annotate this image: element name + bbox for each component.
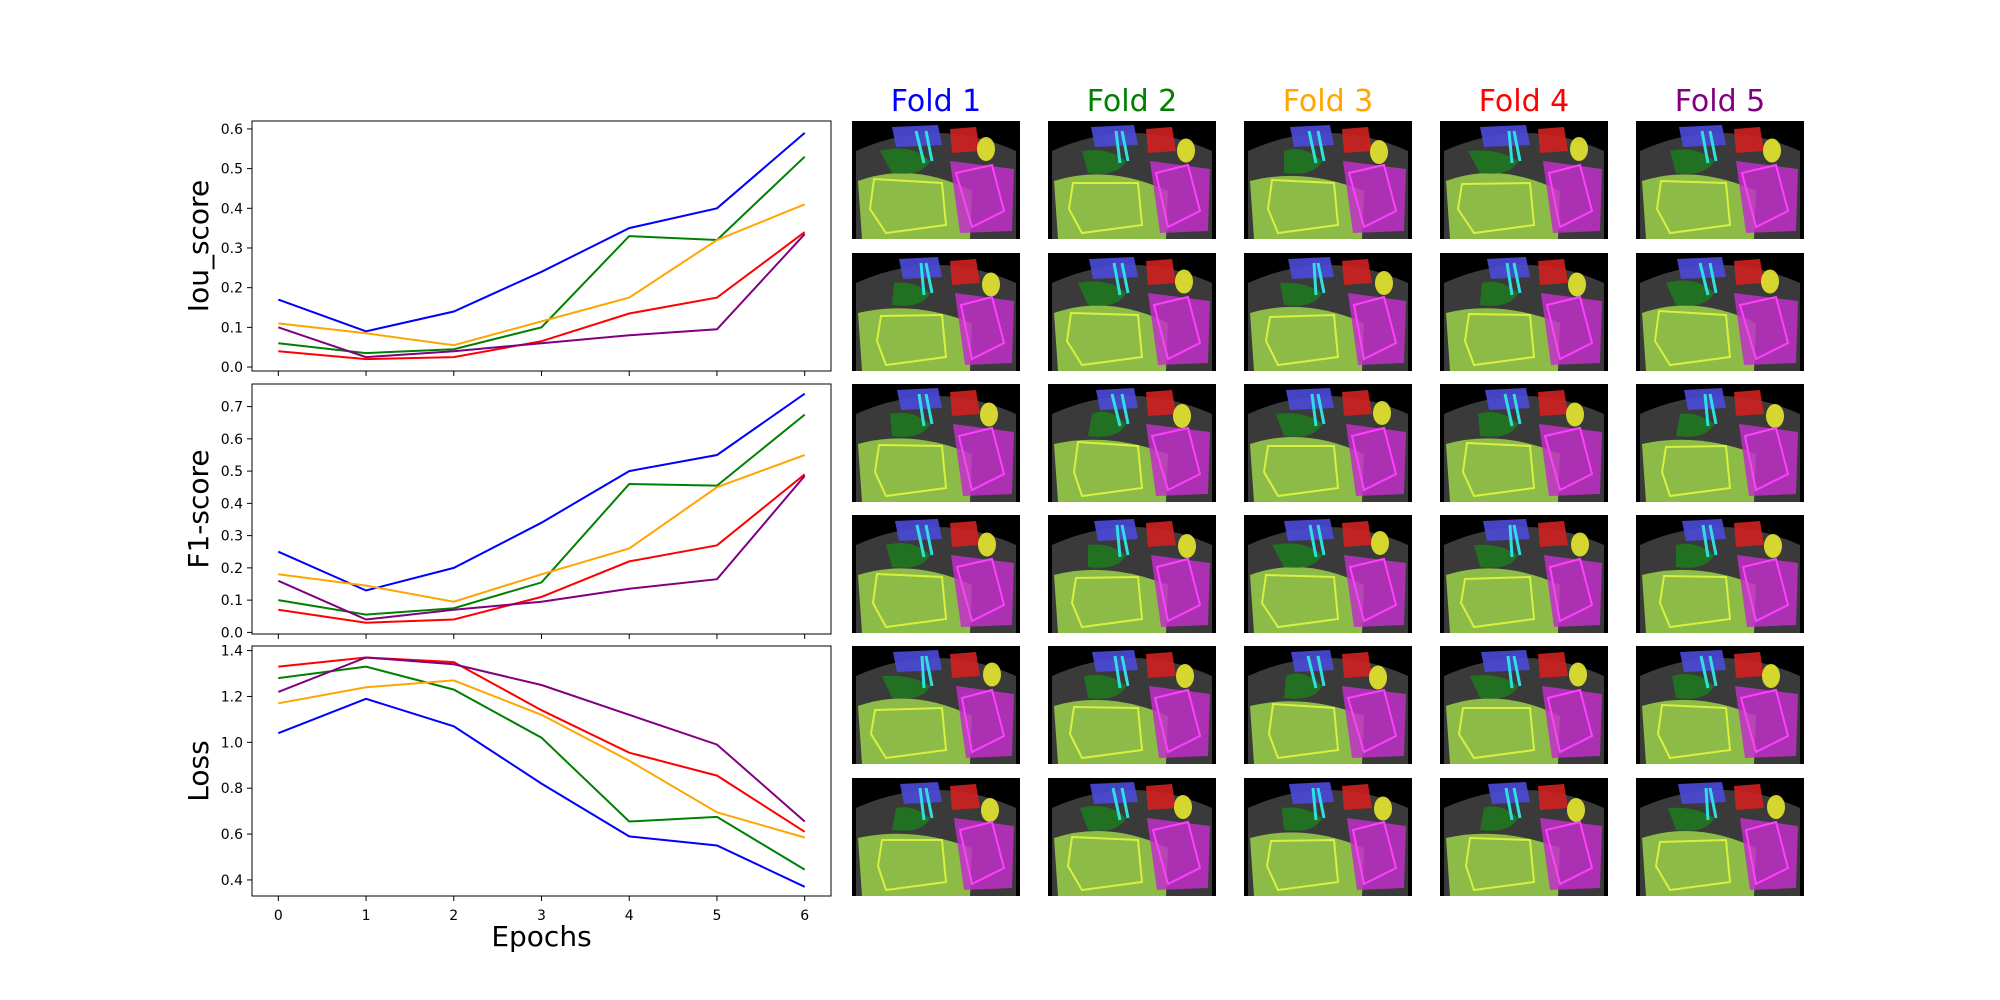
panel-1-ytick-label: 0.1 [221,320,243,336]
fold-2-title: Fold 2 [1086,84,1178,119]
segmentation-thumbnail [1244,121,1412,239]
panel-1-series-line-fold-4 [278,231,806,361]
panel-3-xtick-label: 0 [274,908,283,924]
segmentation-thumbnail [852,253,1020,371]
panel-2-ylabel: F1-score [182,449,215,568]
segmentation-thumbnail [1048,384,1216,502]
segmentation-thumbnail [852,121,1020,239]
segmentation-thumbnail [1048,778,1216,896]
panel-2-ytick-label: 0.0 [221,625,243,641]
panel-3-ytick-label: 0.8 [221,781,243,797]
panel-3-series-line-fold-5 [277,656,806,823]
panel-2-series-line-fold-1 [277,392,806,592]
panel-2-ytick-label: 0.7 [221,400,243,416]
x-axis-label: Epochs [491,920,591,953]
panel-1-ylabel: Iou_score [182,180,215,312]
panel-2-ytick-label: 0.3 [221,529,243,545]
segmentation-thumbnail [1244,515,1412,633]
panel-2-series-line-fold-2 [278,413,806,616]
panel-3-ylabel: Loss [182,740,215,801]
segmentation-thumbnail [1244,384,1412,502]
panel-1-series-line-fold-5 [277,233,806,359]
panel-1-series-line-fold-2 [278,155,806,355]
panel-2-ytick-label: 0.2 [221,561,243,577]
segmentation-thumbnail [1440,384,1608,502]
panel-2-series-line-fold-4 [278,473,806,624]
panel-2-ytick-label: 0.5 [221,464,243,480]
panel-3-series-line-fold-2 [278,665,806,871]
segmentation-thumbnail [1636,778,1804,896]
panel-3-ytick-label: 0.6 [221,827,243,843]
panel-2-series-line-fold-5 [277,475,806,621]
segmentation-thumbnail [1048,121,1216,239]
fold-3-title: Fold 3 [1282,84,1374,119]
panel-1-series-line-fold-1 [277,132,806,333]
segmentation-thumbnail [1440,646,1608,764]
fold-5-title: Fold 5 [1674,84,1766,119]
panel-2-series-line-fold-3 [278,454,806,603]
fold-4-title: Fold 4 [1478,84,1570,119]
segmentation-thumbnail [1048,253,1216,371]
panel-1-ytick-label: 0.6 [221,122,243,138]
segmentation-thumbnail [1636,121,1804,239]
panel-3-xtick-label: 3 [537,908,546,924]
segmentation-thumbnail [1048,646,1216,764]
segmentation-thumbnail [852,778,1020,896]
panel-1-axes-frame [251,120,832,372]
panel-3-ytick-label: 1.2 [221,689,243,705]
panel-3-series-line-fold-1 [277,697,806,888]
panel-3-xtick-label: 5 [712,908,721,924]
panel-3-xtick-label: 6 [800,908,809,924]
panel-1-ytick-label: 0.2 [221,281,243,297]
panel-2-ytick-label: 0.4 [221,496,243,512]
segmentation-thumbnail [1636,384,1804,502]
segmentation-thumbnail [1636,515,1804,633]
panel-1-ytick-label: 0.5 [221,162,243,178]
segmentation-thumbnail [1244,253,1412,371]
segmentation-thumbnail [1048,515,1216,633]
panel-3-ytick-label: 1.0 [221,735,243,751]
panel-1-ytick-label: 0.4 [221,201,243,217]
panel-3-ytick-label: 1.4 [221,644,243,660]
fold-1-title: Fold 1 [890,84,982,119]
segmentation-thumbnail [1636,253,1804,371]
panel-3-series-line-fold-3 [278,679,805,839]
panel-3-xtick-label: 2 [449,908,458,924]
segmentation-thumbnail [852,646,1020,764]
panel-3-ytick-label: 0.4 [221,873,243,889]
segmentation-thumbnail [1244,778,1412,896]
segmentation-thumbnail [1440,515,1608,633]
panel-3-xtick-label: 1 [362,908,371,924]
panel-3-series-line-fold-4 [278,656,806,833]
panel-2-ytick-label: 0.6 [221,432,243,448]
panel-2-ytick-label: 0.1 [221,593,243,609]
segmentation-thumbnail [1440,778,1608,896]
segmentation-thumbnail [1440,121,1608,239]
segmentation-thumbnail [1440,253,1608,371]
segmentation-thumbnail [852,515,1020,633]
panel-1-ytick-label: 0.3 [221,241,243,257]
panel-1-ytick-label: 0.0 [221,360,243,376]
segmentation-thumbnail [1636,646,1804,764]
segmentation-thumbnail [852,384,1020,502]
panel-1-series-line-fold-3 [278,203,806,347]
panel-3-xtick-label: 4 [625,908,634,924]
segmentation-thumbnail [1244,646,1412,764]
